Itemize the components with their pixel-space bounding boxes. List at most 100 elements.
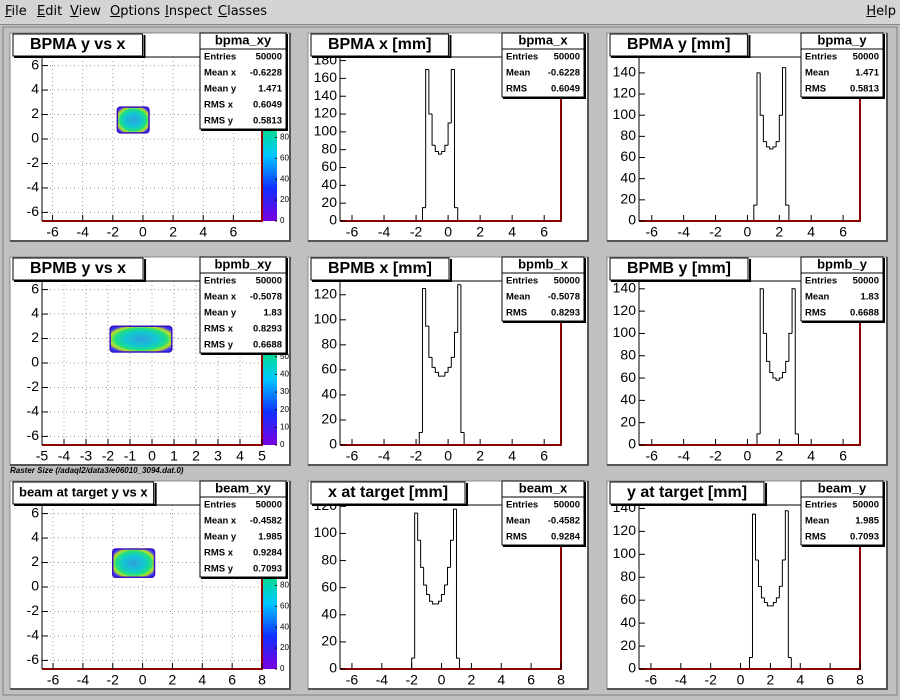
histogram-bin xyxy=(437,372,442,377)
stats-label: Mean xyxy=(805,68,829,79)
histogram-bin xyxy=(447,366,452,373)
pad: 0 20 40 60 80 -6 -4 -2 0 2 4 6 8 -6 -4 -2 0 2 4 6 beam at ta… xyxy=(9,480,291,690)
histogram-bin xyxy=(423,567,427,586)
y-tick-label: 120 xyxy=(613,85,637,101)
histogram-bin xyxy=(751,513,756,658)
z-tick-label: 60 xyxy=(280,153,289,162)
z-tick-label: 20 xyxy=(280,195,289,204)
stats-label: RMS y xyxy=(204,564,234,575)
y-tick-label: 0 xyxy=(31,354,39,370)
frame-axis xyxy=(340,57,562,222)
stats-shadow xyxy=(503,34,586,99)
x-tick-label: -4 xyxy=(76,224,89,240)
stats-label: RMS xyxy=(506,308,527,319)
histogram-bin xyxy=(425,68,429,208)
y-tick-label: 100 xyxy=(314,311,338,327)
frame-axis xyxy=(639,281,861,446)
stats-value: 50000 xyxy=(256,276,282,287)
x-tick-label: 1 xyxy=(170,448,178,464)
x-tick-label: -4 xyxy=(376,672,389,688)
stats-value: 1.83 xyxy=(861,292,880,303)
pad-title: y at target [mm] xyxy=(627,484,747,501)
stats-label: Mean x xyxy=(204,292,237,303)
menu-item[interactable]: Options xyxy=(110,4,161,19)
x-tick-label: -6 xyxy=(646,448,659,464)
menu-item[interactable]: Inspect xyxy=(165,4,213,19)
histogram-bin xyxy=(452,508,457,541)
y-tick-label: 0 xyxy=(329,436,337,452)
x-tick-label: 0 xyxy=(444,448,452,464)
y-tick-label: -2 xyxy=(27,602,40,618)
menu-item[interactable]: View xyxy=(70,4,101,19)
stats-label: Entries xyxy=(506,52,538,63)
stats-label: Entries xyxy=(204,276,236,287)
pad-title: BPMA y vs x xyxy=(30,36,126,53)
histogram-bin xyxy=(444,144,449,152)
y-tick-label: -4 xyxy=(27,179,40,195)
title-shadow xyxy=(312,35,452,58)
stats-value: 50000 xyxy=(256,500,282,511)
histogram-bin xyxy=(781,559,786,587)
x-tick-label: -2 xyxy=(704,672,717,688)
stats-label: Mean y xyxy=(204,532,237,543)
z-tick-label: 80 xyxy=(280,581,289,590)
stats-label: Mean xyxy=(506,292,530,303)
menu-item[interactable]: Edit xyxy=(37,4,63,19)
help-menu[interactable]: Help xyxy=(866,4,896,19)
y-tick-label: 2 xyxy=(31,105,39,121)
menu-item[interactable]: Classes xyxy=(218,4,267,19)
stats-name: beam_xy xyxy=(215,480,271,495)
x-tick-label: 8 xyxy=(856,672,864,688)
x-tick-label: -2 xyxy=(410,448,423,464)
title-shadow xyxy=(611,483,768,506)
stats-label: Entries xyxy=(506,276,538,287)
histogram-bin xyxy=(414,512,418,659)
histogram-bin xyxy=(784,510,789,561)
z-tick-label: 20 xyxy=(280,405,289,414)
pad-bevel xyxy=(10,33,291,242)
y-tick-label: 60 xyxy=(321,361,337,377)
histogram-bin xyxy=(434,145,439,152)
stats-shadow xyxy=(201,482,288,579)
x-tick-label: 4 xyxy=(796,672,804,688)
stats-value: 0.5813 xyxy=(850,84,879,95)
histogram-bin xyxy=(785,360,789,373)
x-tick-label: 2 xyxy=(169,672,177,688)
histogram-bin xyxy=(450,539,454,568)
stats-name: bpmb_y xyxy=(817,256,868,271)
x-tick-label: -4 xyxy=(675,672,688,688)
stats-shadow xyxy=(802,258,885,323)
histogram-bin xyxy=(759,288,764,434)
stats-name: bpma_xy xyxy=(215,32,272,47)
title-shadow xyxy=(312,259,453,282)
stats-value: 50000 xyxy=(554,276,580,287)
stats-box xyxy=(800,480,884,546)
x-tick-label: -6 xyxy=(646,224,659,240)
x-tick-label: 4 xyxy=(199,224,207,240)
histogram-bin xyxy=(763,597,768,603)
pad-title: beam at target y vs x xyxy=(19,484,148,499)
histogram-bin xyxy=(762,288,767,334)
histogram-bin xyxy=(454,331,458,358)
z-tick-label: 60 xyxy=(280,601,289,610)
histogram-bin xyxy=(434,367,439,373)
x-tick-label: 2 xyxy=(767,672,775,688)
menu-item[interactable]: File xyxy=(5,4,27,19)
z-tick-label: 40 xyxy=(280,174,289,183)
z-tick-label: 40 xyxy=(280,622,289,631)
x-tick-label: -6 xyxy=(46,224,59,240)
y-tick-label: 4 xyxy=(31,81,39,97)
y-tick-label: 6 xyxy=(31,280,39,296)
histogram-bin xyxy=(775,378,780,381)
histogram-bin xyxy=(425,288,429,327)
y-tick-label: 60 xyxy=(321,158,337,174)
stats-value: 0.8293 xyxy=(253,324,282,335)
z-tick-label: 0 xyxy=(280,440,285,449)
y-tick-label: 0 xyxy=(329,212,337,228)
stats-label: Mean y xyxy=(204,308,237,319)
stats-label: RMS xyxy=(506,532,527,543)
x-tick-label: -4 xyxy=(677,448,690,464)
